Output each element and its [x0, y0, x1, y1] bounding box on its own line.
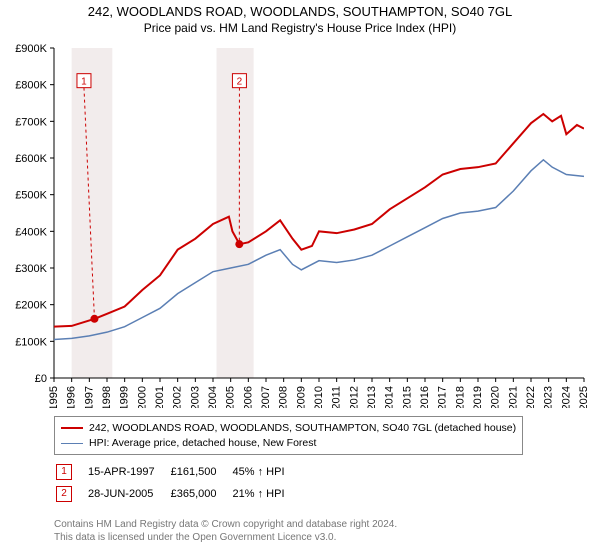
- x-tick-label: 2021: [507, 386, 519, 408]
- x-tick-label: 2024: [560, 386, 572, 408]
- x-tick-label: 2009: [295, 386, 307, 408]
- sale-marker-box: 1: [56, 464, 72, 480]
- x-tick-label: 1997: [83, 386, 95, 408]
- x-tick-label: 2013: [366, 386, 378, 408]
- legend-item: HPI: Average price, detached house, New …: [61, 436, 516, 451]
- x-tick-label: 2019: [472, 386, 484, 408]
- series-line-0: [54, 114, 584, 327]
- x-tick-label: 2015: [401, 386, 413, 408]
- y-tick-label: £800K: [15, 80, 47, 92]
- x-tick-label: 2011: [331, 386, 343, 408]
- legend-swatch: [61, 443, 83, 444]
- x-tick-label: 2005: [225, 386, 237, 408]
- x-tick-label: 2025: [578, 386, 590, 408]
- footnote-line2: This data is licensed under the Open Gov…: [54, 531, 397, 544]
- sales-table: 1 15-APR-1997 £161,500 45% ↑ HPI 2 28-JU…: [54, 460, 301, 506]
- y-tick-label: £0: [35, 373, 47, 385]
- sale-point-2: [235, 240, 243, 248]
- sale-marker-box: 2: [56, 486, 72, 502]
- y-tick-label: £900K: [15, 43, 47, 55]
- sale-price: £161,500: [171, 462, 231, 482]
- sale-delta: 21% ↑ HPI: [233, 484, 299, 504]
- x-tick-label: 2008: [278, 386, 290, 408]
- x-tick-label: 2002: [172, 386, 184, 408]
- y-tick-label: £100K: [15, 336, 47, 348]
- x-tick-label: 2007: [260, 386, 272, 408]
- x-tick-label: 2010: [313, 386, 325, 408]
- sales-row: 1 15-APR-1997 £161,500 45% ↑ HPI: [56, 462, 299, 482]
- x-tick-label: 2022: [525, 386, 537, 408]
- x-tick-label: 2014: [384, 386, 396, 408]
- legend-label: 242, WOODLANDS ROAD, WOODLANDS, SOUTHAMP…: [89, 421, 516, 436]
- sale-date: 15-APR-1997: [88, 462, 169, 482]
- x-tick-label: 2012: [348, 386, 360, 408]
- y-tick-label: £300K: [15, 263, 47, 275]
- x-tick-label: 1998: [101, 386, 113, 408]
- footnote-line1: Contains HM Land Registry data © Crown c…: [54, 518, 397, 531]
- sale-marker-1: 1: [81, 77, 87, 88]
- x-tick-label: 1996: [66, 386, 78, 408]
- x-tick-label: 2000: [136, 386, 148, 408]
- x-tick-label: 1999: [119, 386, 131, 408]
- x-tick-label: 2017: [437, 386, 449, 408]
- y-tick-label: £400K: [15, 226, 47, 238]
- legend-label: HPI: Average price, detached house, New …: [89, 436, 316, 451]
- sales-row: 2 28-JUN-2005 £365,000 21% ↑ HPI: [56, 484, 299, 504]
- x-tick-label: 2023: [543, 386, 555, 408]
- sale-delta: 45% ↑ HPI: [233, 462, 299, 482]
- sale-point-1: [90, 315, 98, 323]
- x-tick-label: 2018: [454, 386, 466, 408]
- x-tick-label: 2001: [154, 386, 166, 408]
- sale-price: £365,000: [171, 484, 231, 504]
- sale-marker-2: 2: [237, 77, 243, 88]
- legend-swatch: [61, 427, 83, 429]
- y-tick-label: £700K: [15, 116, 47, 128]
- y-tick-label: £200K: [15, 300, 47, 312]
- y-tick-label: £500K: [15, 190, 47, 202]
- sale-date: 28-JUN-2005: [88, 484, 169, 504]
- series-line-1: [54, 160, 584, 340]
- x-tick-label: 2016: [419, 386, 431, 408]
- x-tick-label: 2003: [189, 386, 201, 408]
- x-tick-label: 2006: [242, 386, 254, 408]
- x-tick-label: 2004: [207, 386, 219, 408]
- x-tick-label: 1995: [48, 386, 60, 408]
- legend: 242, WOODLANDS ROAD, WOODLANDS, SOUTHAMP…: [54, 416, 523, 455]
- footnote: Contains HM Land Registry data © Crown c…: [54, 518, 397, 544]
- x-tick-label: 2020: [490, 386, 502, 408]
- legend-item: 242, WOODLANDS ROAD, WOODLANDS, SOUTHAMP…: [61, 421, 516, 436]
- y-tick-label: £600K: [15, 153, 47, 165]
